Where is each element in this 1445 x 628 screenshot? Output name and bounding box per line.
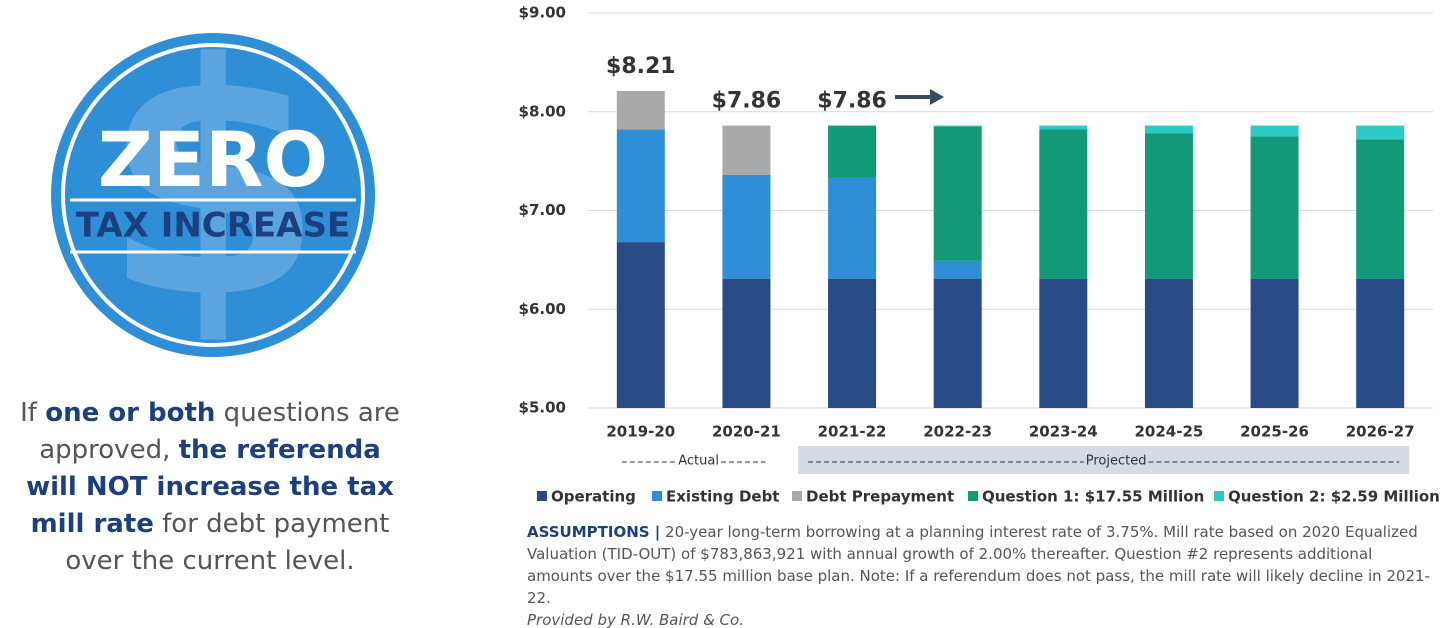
- legend-label: Question 2: $2.59 Million: [1228, 488, 1440, 506]
- bar-segment: [1039, 129, 1088, 279]
- bar-segment: [1144, 278, 1193, 408]
- total-label: $7.86: [712, 89, 782, 114]
- y-tick-label: $8.00: [519, 102, 566, 120]
- badge-line2: TAX INCREASE: [76, 206, 350, 246]
- message-emphasis: one or both: [45, 398, 216, 428]
- x-tick-label: 2024-25: [1135, 423, 1204, 441]
- bar-segment: [828, 177, 877, 279]
- x-tick-label: 2025-26: [1240, 423, 1309, 441]
- x-tick-label: 2022-23: [923, 423, 992, 441]
- bar-segment: [933, 260, 982, 279]
- bar-segment: [933, 278, 982, 408]
- bar-segment: [616, 129, 665, 243]
- bar-segment: [722, 278, 771, 408]
- bar-segment: [1039, 278, 1088, 408]
- badge-symbol: $: [102, 0, 325, 369]
- x-tick-label: 2020-21: [712, 423, 781, 441]
- arrow-head: [930, 89, 944, 105]
- bar-segment: [1144, 133, 1193, 279]
- badge-ring: [61, 43, 365, 347]
- legend-swatch: [968, 491, 978, 501]
- message-emphasis: the referenda will NOT increase the tax …: [26, 435, 394, 539]
- bar-segment: [1356, 139, 1405, 279]
- message-text: for debt payment over the current level.: [65, 509, 390, 576]
- legend-label: Existing Debt: [666, 488, 779, 506]
- bar-segment: [933, 126, 982, 261]
- y-tick-label: $9.00: [519, 4, 566, 22]
- bar-segment: [828, 125, 877, 178]
- badge-line1: ZERO: [98, 115, 328, 204]
- legend-swatch: [537, 491, 547, 501]
- x-tick-label: 2019-20: [606, 423, 675, 441]
- total-label: $8.21: [606, 54, 676, 79]
- credit: Provided by R.W. Baird & Co.: [527, 611, 744, 628]
- bar-segment: [722, 125, 771, 175]
- badge-circle: [51, 33, 375, 357]
- bar-segment: [722, 174, 771, 279]
- bar-segment: [1356, 278, 1405, 408]
- x-tick-label: 2021-22: [818, 423, 887, 441]
- legend-swatch: [1214, 491, 1224, 501]
- period-label: Projected: [1086, 454, 1147, 469]
- legend-label: Operating: [551, 488, 636, 506]
- message-text: questions are approved,: [39, 398, 400, 465]
- period-box: [798, 446, 1410, 474]
- y-tick-label: $5.00: [519, 399, 566, 417]
- bar-segment: [1250, 125, 1299, 137]
- badge: $ ZERO TAX INCREASE: [51, 0, 375, 369]
- period-label: Actual: [678, 454, 719, 469]
- bar-segment: [1144, 125, 1193, 134]
- bar-segment: [1250, 136, 1299, 279]
- x-tick-label: 2026-27: [1346, 423, 1415, 441]
- bar-segment: [1250, 278, 1299, 408]
- y-tick-label: $6.00: [519, 300, 566, 318]
- assumptions: ASSUMPTIONS | 20-year long-term borrowin…: [527, 521, 1437, 628]
- legend-label: Question 1: $17.55 Million: [982, 488, 1204, 506]
- y-tick-label: $7.00: [519, 201, 566, 219]
- x-tick-label: 2023-24: [1029, 423, 1098, 441]
- bar-segment: [616, 91, 665, 130]
- legend-swatch: [792, 491, 802, 501]
- bar-segment: [1039, 125, 1088, 130]
- legend-label: Debt Prepayment: [806, 488, 954, 506]
- bar-segment: [1356, 125, 1405, 140]
- assumptions-text: 20-year long-term borrowing at a plannin…: [527, 523, 1430, 607]
- bar-segment: [828, 278, 877, 408]
- assumptions-label: ASSUMPTIONS |: [527, 523, 661, 541]
- message-text: If: [20, 398, 46, 428]
- bar-segment: [933, 125, 982, 127]
- message: If one or both questions are approved, t…: [10, 395, 410, 580]
- legend-swatch: [652, 491, 662, 501]
- bar-segment: [616, 242, 665, 408]
- total-label: $7.86: [817, 89, 887, 114]
